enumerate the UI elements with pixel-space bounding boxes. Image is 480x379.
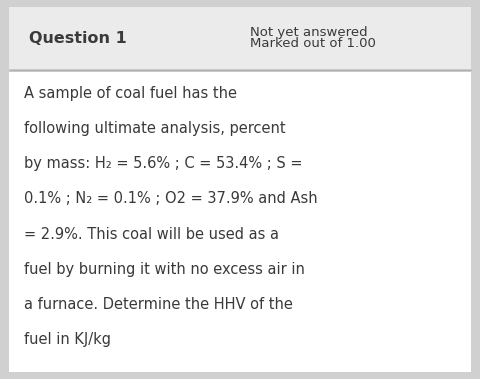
FancyBboxPatch shape [9,72,471,372]
Text: Question 1: Question 1 [29,31,127,45]
Text: 0.1% ; N₂ = 0.1% ; O2 = 37.9% and Ash: 0.1% ; N₂ = 0.1% ; O2 = 37.9% and Ash [24,191,318,207]
Text: a furnace. Determine the HHV of the: a furnace. Determine the HHV of the [24,297,293,312]
FancyBboxPatch shape [9,7,471,69]
Text: Not yet answered: Not yet answered [250,26,367,39]
Text: by mass: H₂ = 5.6% ; C = 53.4% ; S =: by mass: H₂ = 5.6% ; C = 53.4% ; S = [24,156,302,171]
Text: = 2.9%. This coal will be used as a: = 2.9%. This coal will be used as a [24,227,279,242]
Text: fuel by burning it with no excess air in: fuel by burning it with no excess air in [24,262,305,277]
Text: fuel in KJ/kg: fuel in KJ/kg [24,332,111,348]
Text: Marked out of 1.00: Marked out of 1.00 [250,38,375,50]
Text: A sample of coal fuel has the: A sample of coal fuel has the [24,86,237,101]
Text: following ultimate analysis, percent: following ultimate analysis, percent [24,121,286,136]
